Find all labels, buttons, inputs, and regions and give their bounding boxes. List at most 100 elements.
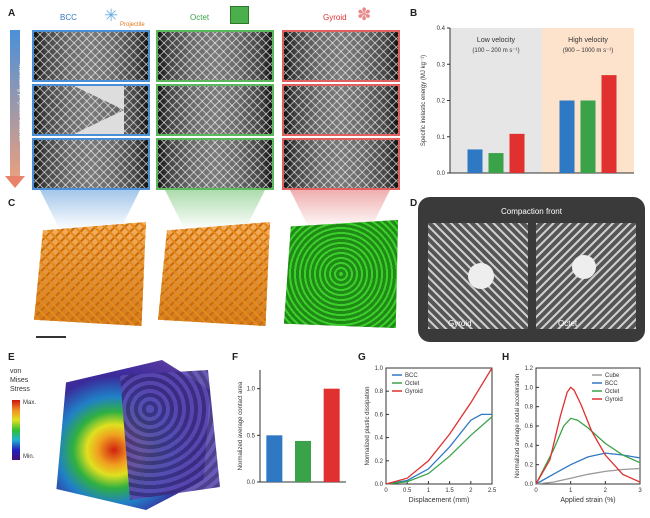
g-y-tick-label: 0.6 <box>375 412 384 418</box>
panel-a-bcc-label: BCC <box>60 13 77 22</box>
panel-b-chart: Low velocity (100 – 200 m s⁻¹) High velo… <box>421 26 634 177</box>
b-bar-gyroid <box>601 75 617 173</box>
b-bar-octet <box>580 100 596 173</box>
octet-lattice-render <box>158 222 270 326</box>
h-y-tick-label: 1.0 <box>525 385 534 391</box>
g-y-tick-label: 0.8 <box>375 389 384 395</box>
panel-h-letter: H <box>502 352 510 363</box>
g-y-tick-label: 1.0 <box>375 366 384 372</box>
octet-compaction-image <box>536 223 636 329</box>
compaction-panel: Compaction front Gyroid Octet <box>418 197 645 342</box>
g-x-tick-label: 0 <box>384 488 388 494</box>
panel-b-letter: B <box>410 8 418 19</box>
compaction-front-title: Compaction front <box>501 207 562 216</box>
f-bar-bcc <box>266 435 283 482</box>
octet-frame-1 <box>156 30 274 82</box>
b-bar-octet <box>488 153 504 173</box>
g-y-tick-label: 0.2 <box>375 459 384 465</box>
f-y-tick-label: 0.5 <box>247 433 256 439</box>
b-bar-bcc <box>467 149 483 173</box>
bcc-frame-1 <box>32 30 150 82</box>
g-x-tick-label: 2 <box>469 488 473 494</box>
b-y-axis-label: Specific inelastic energy (MJ kg⁻¹) <box>421 55 427 146</box>
h-line-octet <box>535 417 641 485</box>
panel-d-letter: D <box>410 198 418 209</box>
octet-frame-3 <box>156 138 274 190</box>
g-y-tick-label: 0.4 <box>375 436 384 442</box>
g-line-gyroid <box>385 367 493 485</box>
octet-unit-cell-icon <box>230 6 249 24</box>
g-x-tick-label: 1 <box>427 488 431 494</box>
h-x-tick-label: 3 <box>638 488 642 494</box>
octet-projectile <box>572 255 596 279</box>
panel-a-gyroid-label: Gyroid <box>323 13 347 22</box>
low-velocity-range: (100 – 200 m s⁻¹) <box>472 48 519 54</box>
b-bar-gyroid <box>509 133 525 173</box>
g-plot-frame <box>385 367 493 485</box>
b-y-tick-label: 0.4 <box>437 26 446 32</box>
octet-compaction-label: Octet <box>558 319 578 328</box>
f-y-tick-label: 0.0 <box>247 480 256 486</box>
colorbar-min: Min. <box>23 454 35 460</box>
b-bar-bcc <box>559 100 575 173</box>
h-x-axis-label: Applied strain (%) <box>560 497 615 504</box>
bcc-lattice-render <box>34 222 146 326</box>
gyroid-projectile <box>468 263 494 289</box>
gyroid-lattice-render <box>284 220 398 328</box>
g-x-tick-label: 2.5 <box>488 488 497 494</box>
f-y-axis-label: Normalized average contact area <box>238 381 244 470</box>
panel-h-chart: 0 1 2 3 0.0 0.2 0.4 0.6 0.8 1.0 1.2 Applied strain … <box>515 366 642 504</box>
h-y-axis-label: Normalized average nodal acceleration <box>515 374 521 478</box>
legend-title-mises: Mises <box>10 377 29 384</box>
projectile-label: Projectile <box>120 22 145 28</box>
b-y-tick-label: 0.0 <box>437 171 446 177</box>
h-y-tick-label: 0.4 <box>525 443 534 449</box>
bcc-unit-cell-icon: ✳ <box>104 6 119 25</box>
h-line-cube <box>535 467 641 485</box>
h-legend-label-cube: Cube <box>605 373 620 379</box>
h-line-gyroid <box>535 386 641 485</box>
panel-a-octet-label: Octet <box>190 13 210 22</box>
h-y-tick-label: 0.0 <box>525 482 534 488</box>
low-velocity-region <box>450 28 542 173</box>
distance-arrow-label: Increasing projectile distance <box>17 64 23 142</box>
h-y-tick-label: 0.8 <box>525 405 534 411</box>
bcc-frame-3 <box>32 138 150 190</box>
high-velocity-label: High velocity <box>568 37 608 44</box>
high-velocity-range: (900 – 1000 m s⁻¹) <box>563 48 614 54</box>
g-line-bcc <box>385 413 492 485</box>
g-x-tick-label: 0.5 <box>403 488 412 494</box>
g-legend-label-octet: Octet <box>405 381 420 387</box>
legend-title-stress: Stress <box>10 386 30 393</box>
f-bar-octet <box>295 440 311 482</box>
distance-arrow-head <box>5 176 25 188</box>
g-y-tick-label: 0.0 <box>375 482 384 488</box>
panel-a-letter: A <box>8 8 16 19</box>
gyroid-compaction-image <box>428 223 528 329</box>
octet-frame-2 <box>156 84 274 136</box>
h-x-tick-label: 2 <box>604 488 608 494</box>
panel-g-chart: 0 0.5 1 1.5 2 2.5 0.0 0.2 0.4 0.6 0.8 1.0 Displaceme… <box>365 366 497 504</box>
g-legend-label-bcc: BCC <box>405 373 418 379</box>
panel-c-letter: C <box>8 198 16 209</box>
colorbar-max: Max. <box>23 400 37 406</box>
distance-arrow <box>10 30 20 178</box>
g-y-axis-label: Normalized plastic dissipation <box>365 386 371 465</box>
b-y-tick-label: 0.1 <box>437 135 446 141</box>
f-bar-gyroid <box>323 388 340 482</box>
panel-e-letter: E <box>8 352 15 363</box>
stress-colorbar <box>12 400 20 460</box>
g-line-octet <box>385 416 493 485</box>
g-legend-label-gyroid: Gyroid <box>405 389 423 395</box>
g-x-axis-label: Displacement (mm) <box>409 497 470 504</box>
bcc-frame-2 <box>32 84 150 136</box>
h-x-tick-label: 0 <box>534 488 538 494</box>
h-plot-frame <box>535 367 641 485</box>
octet-zoom-beam <box>165 190 265 230</box>
h-y-tick-label: 1.2 <box>525 366 534 372</box>
b-y-tick-label: 0.3 <box>437 62 446 68</box>
b-y-tick-label: 0.2 <box>437 99 446 105</box>
h-y-tick-label: 0.6 <box>525 424 534 430</box>
gyroid-frame-1 <box>282 30 400 82</box>
